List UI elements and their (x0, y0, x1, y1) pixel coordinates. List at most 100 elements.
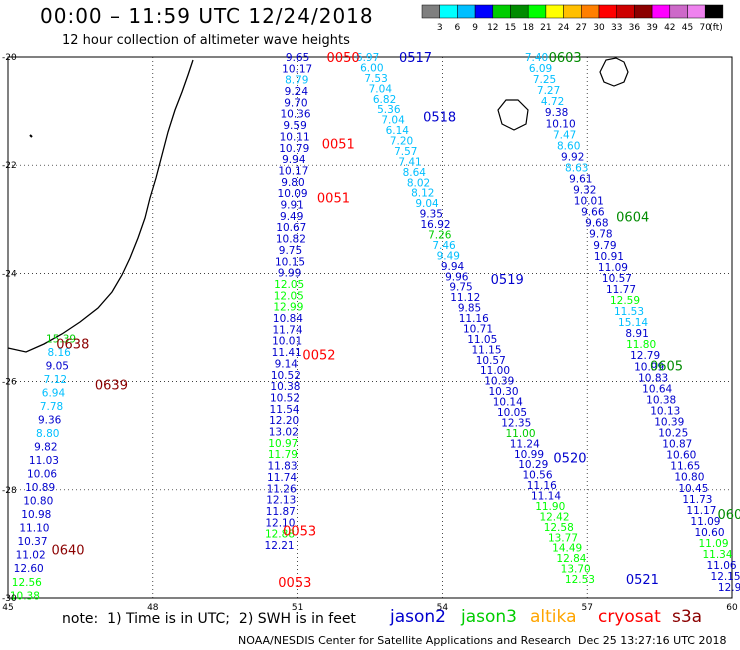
wave-height-value: 11.17 (686, 505, 716, 517)
wave-height-value: 12.42 (539, 511, 569, 523)
wave-height-value: 7.20 (390, 136, 413, 148)
wave-height-value: 9.75 (449, 282, 472, 294)
wave-height-value: 10.99 (634, 361, 664, 373)
wave-height-value: 10.38 (646, 394, 676, 406)
legend-jason3: jason3 (461, 607, 517, 627)
wave-height-value: 10.38 (10, 590, 40, 602)
wave-height-value: 8.91 (625, 328, 648, 340)
wave-height-value: 11.79 (268, 449, 298, 461)
wave-height-value: 10.05 (497, 407, 527, 419)
colorbar-swatch (634, 4, 653, 19)
colorbar-swatch (669, 4, 688, 19)
wave-height-value: 10.01 (574, 196, 604, 208)
wave-height-value: 10.87 (662, 439, 692, 451)
wave-height-value: 12.10 (265, 517, 295, 529)
wave-height-value: 10.37 (17, 536, 47, 548)
wave-height-value: 4.72 (541, 96, 564, 108)
wave-height-value: 9.99 (278, 268, 301, 280)
wave-height-value: 11.16 (459, 313, 489, 325)
longitude-tick-label: 54 (437, 603, 449, 613)
wave-height-value: 12.20 (269, 415, 299, 427)
wave-height-value: 11.26 (267, 483, 297, 495)
wave-height-value: 11.90 (535, 501, 565, 513)
longitude-tick-label: 45 (2, 603, 13, 613)
wave-height-value: 9.49 (280, 211, 303, 223)
wave-height-value: 9.66 (581, 207, 605, 219)
wave-height-value: 7.57 (394, 146, 417, 158)
wave-height-value: 10.45 (678, 483, 708, 495)
longitude-tick-label: 48 (147, 603, 159, 613)
colorbar-tick-label: 39 (646, 23, 658, 33)
wave-height-value: 9.61 (569, 173, 592, 185)
colorbar-tick-label: 33 (611, 23, 622, 33)
colorbar-swatch (439, 4, 458, 19)
wave-height-value: 10.10 (546, 118, 576, 130)
wave-height-value: 8.80 (36, 428, 59, 440)
wave-height-value: 10.80 (674, 472, 704, 484)
wave-height-value: 9.32 (573, 185, 596, 197)
pass-label: 0640 (51, 543, 84, 558)
wave-height-value: 9.49 (437, 250, 460, 262)
wave-height-value: 10.13 (650, 405, 680, 417)
pass-label: 0053 (283, 524, 316, 539)
pass-label: 060 (718, 508, 740, 523)
latitude-tick-label: -30 (2, 594, 17, 604)
wave-height-value: 9.75 (279, 245, 302, 257)
colorbar-swatch (616, 4, 635, 19)
wave-height-value: 10.89 (25, 482, 55, 494)
wave-height-value: 7.53 (364, 73, 387, 85)
pass-label: 0519 (491, 273, 524, 288)
wave-height-value: 11.02 (16, 550, 46, 562)
legend-altika: altika (530, 607, 577, 627)
map-title: 00:00 – 11:59 UTC 12/24/2018 (40, 4, 374, 28)
wave-height-value: 11.00 (480, 365, 510, 377)
wave-height-value: 10.99 (514, 449, 544, 461)
wave-height-value: 9.35 (420, 209, 443, 221)
mauritius-outline (599, 57, 629, 87)
wave-height-value: 11.87 (266, 506, 296, 518)
pass-label: 0518 (423, 111, 456, 126)
wave-height-value: 10.79 (279, 143, 309, 155)
wave-height-value: 9.14 (275, 358, 299, 370)
pass-label: 0051 (317, 192, 350, 207)
wave-height-value: 7.12 (44, 374, 67, 386)
pass-label: 0051 (322, 138, 355, 153)
wave-height-value: 12.59 (610, 295, 640, 307)
colorbar-tick-label: 3 (437, 23, 443, 33)
pass-label: 0605 (650, 359, 683, 374)
wave-height-value: 12.21 (265, 540, 295, 552)
longitude-tick-label: 57 (581, 603, 592, 613)
wave-height-value: 7.47 (553, 129, 576, 141)
wave-height-value: 9.80 (281, 177, 304, 189)
wave-height-value: 11.41 (272, 347, 302, 359)
pass-label: 0603 (549, 51, 582, 66)
wave-height-value: 9.79 (593, 240, 616, 252)
longitude-tick-label: 60 (726, 603, 738, 613)
wave-height-value: 11.77 (606, 284, 636, 296)
wave-height-value: 9.59 (283, 120, 306, 132)
wave-height-value: 9.65 (286, 52, 309, 64)
wave-height-value: 11.74 (272, 324, 302, 336)
wave-height-value: 10.17 (282, 63, 312, 75)
colorbar-swatch (704, 4, 724, 19)
islet (29, 134, 33, 138)
wave-height-value: 9.05 (46, 360, 69, 372)
pass-label: 0050 (327, 51, 360, 66)
wave-height-value: 11.09 (698, 538, 728, 550)
coastline (7, 57, 629, 353)
wave-height-value: 8.64 (403, 167, 427, 179)
wave-height-value: 8.60 (557, 140, 580, 152)
wave-height-value: 12.60 (14, 563, 44, 575)
wave-height-value: 8.02 (407, 177, 430, 189)
wave-height-value: 11.12 (450, 292, 480, 304)
wave-height-value: 13.02 (269, 427, 299, 439)
wave-height-value: 11.65 (670, 461, 700, 473)
wave-height-value: 12.05 (274, 290, 304, 302)
wave-height-value: 9.24 (285, 86, 309, 98)
wave-height-value: 6.94 (42, 387, 66, 399)
wave-height-value: 12.56 (12, 577, 42, 589)
wave-height-value: 12.35 (501, 417, 531, 429)
colorbar-swatch (687, 4, 706, 19)
wave-height-value: 10.52 (271, 370, 301, 382)
